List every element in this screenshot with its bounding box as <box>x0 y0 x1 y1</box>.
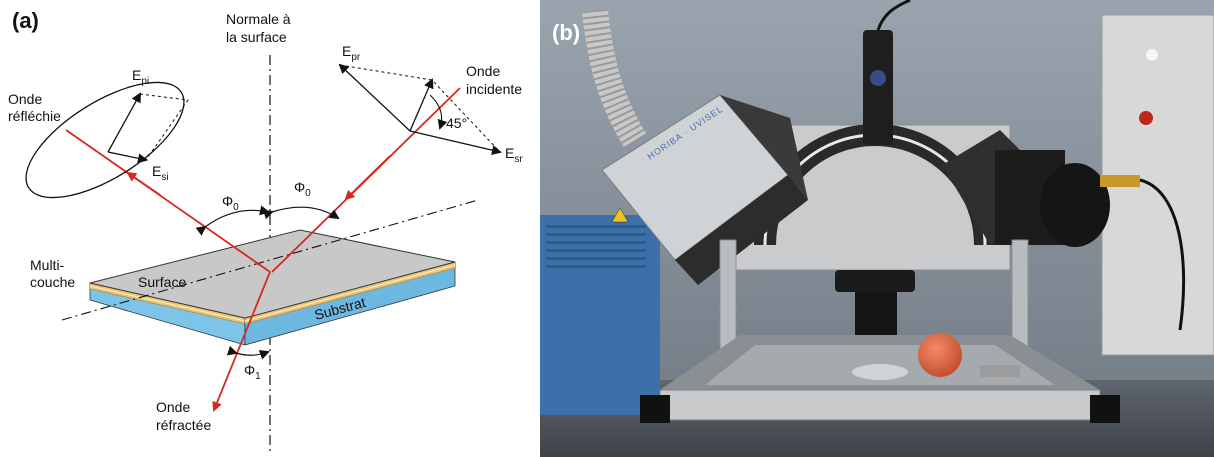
reflected-wave-label-line1: Onde <box>8 91 42 107</box>
angle-arc-refraction <box>226 345 270 360</box>
normal-label-line2: la surface <box>226 29 287 45</box>
surface-label: Surface <box>138 274 186 290</box>
reflected-ray <box>65 129 271 273</box>
angle-45-label: 45° <box>446 115 467 131</box>
refracted-wave-label-line2: réfractée <box>156 417 211 433</box>
refracted-ray <box>212 271 271 412</box>
normal-label-line1: Normale à <box>226 11 291 27</box>
ellipsometer-photo: HORIBA · UVISEL (b) <box>540 0 1214 457</box>
source-head: HORIBA · UVISEL <box>601 94 808 285</box>
phi0-incidence-label: Φ0 <box>294 179 311 199</box>
multilayer-sample <box>89 229 456 346</box>
multilayer-label-line2: couche <box>30 274 75 290</box>
e-pr-label: Epr <box>342 43 361 63</box>
cabinet-light-icon <box>1146 49 1158 61</box>
reflected-polarization-ellipse <box>25 81 189 199</box>
reflected-wave-label-line2: réfléchie <box>8 108 61 124</box>
e-si-label: Esi <box>152 163 169 183</box>
e-sr-label: Esr <box>505 145 523 165</box>
orange-ball <box>918 333 962 377</box>
phi0-reflection-label: Φ0 <box>222 193 239 213</box>
panel-a-label: (a) <box>12 8 39 33</box>
emergency-button-icon <box>1139 111 1153 125</box>
top-camera <box>863 30 893 145</box>
incidence-plane-line <box>61 199 479 321</box>
detector-head <box>942 130 1186 331</box>
panel-b-label: (b) <box>552 20 580 45</box>
refracted-wave-label-line1: Onde <box>156 399 190 415</box>
angle-arc-incidence <box>262 206 340 220</box>
e-pi-label: Epi <box>132 67 149 87</box>
incident-polarization-vectors <box>338 63 502 156</box>
phi1-label: Φ1 <box>244 362 261 382</box>
angle-arc-reflection <box>195 205 270 236</box>
ellipsometry-schematic: (a) Normale à la surface Surface Substra… <box>8 8 523 455</box>
incident-wave-label-line1: Onde <box>466 63 500 79</box>
multilayer-label-line1: Multi- <box>30 257 65 273</box>
incident-wave-label-line2: incidente <box>466 81 522 97</box>
